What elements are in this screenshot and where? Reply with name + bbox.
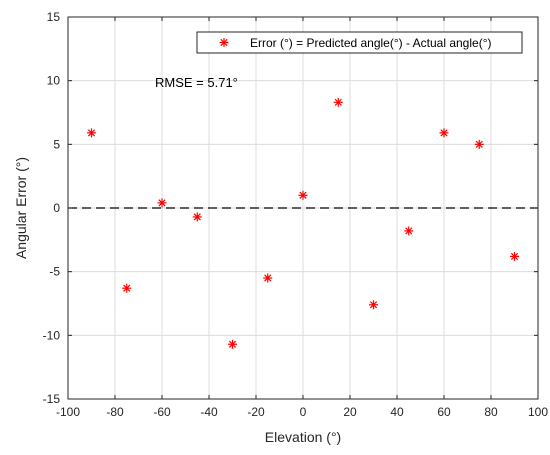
data-point [263, 273, 273, 283]
x-tick-label: -60 [153, 405, 171, 419]
legend: Error (°) = Predicted angle(°) - Actual … [196, 31, 523, 54]
y-tick-label: -10 [43, 328, 61, 342]
data-point [333, 97, 343, 107]
x-tick-label: 40 [390, 405, 404, 419]
x-tick-label: -20 [247, 405, 265, 419]
legend-box [196, 31, 523, 54]
y-tick-label: 0 [53, 201, 60, 215]
legend-label: Error (°) = Predicted angle(°) - Actual … [250, 36, 492, 50]
legend-marker-icon [219, 38, 229, 47]
data-point [122, 283, 132, 293]
x-tick-label: 60 [437, 405, 451, 419]
data-point [157, 198, 167, 208]
y-tick-label: 5 [53, 137, 60, 151]
data-points [87, 97, 519, 349]
y-axis-title: Angular Error (°) [13, 157, 29, 259]
y-tick-label: -5 [49, 265, 60, 279]
x-tick-label: -80 [106, 405, 124, 419]
data-point [369, 300, 378, 310]
y-tick-label: 10 [47, 74, 61, 88]
data-point [298, 190, 308, 200]
x-axis-title: Elevation (°) [265, 429, 341, 445]
x-tick-label: 0 [300, 405, 307, 419]
data-point [228, 339, 237, 349]
data-point [439, 128, 449, 138]
y-tick-labels: -15 -10 -5 0 5 10 15 [43, 10, 538, 406]
data-point [404, 226, 414, 236]
x-tick-label: -100 [56, 405, 80, 419]
rmse-annotation: RMSE = 5.71° [155, 75, 238, 90]
y-tick-label: 15 [47, 10, 61, 24]
y-tick-label: -15 [43, 392, 61, 406]
x-tick-labels: -100 -80 -60 -40 -20 0 20 40 60 80 100 [56, 17, 548, 419]
data-point [510, 251, 519, 261]
data-point [192, 212, 202, 222]
x-tick-label: 100 [528, 405, 548, 419]
x-tick-label: 20 [343, 405, 357, 419]
x-tick-label: 80 [484, 405, 498, 419]
data-point [87, 128, 96, 138]
legend-asterisk [219, 38, 229, 47]
x-tick-label: -40 [200, 405, 218, 419]
data-point [474, 139, 484, 149]
